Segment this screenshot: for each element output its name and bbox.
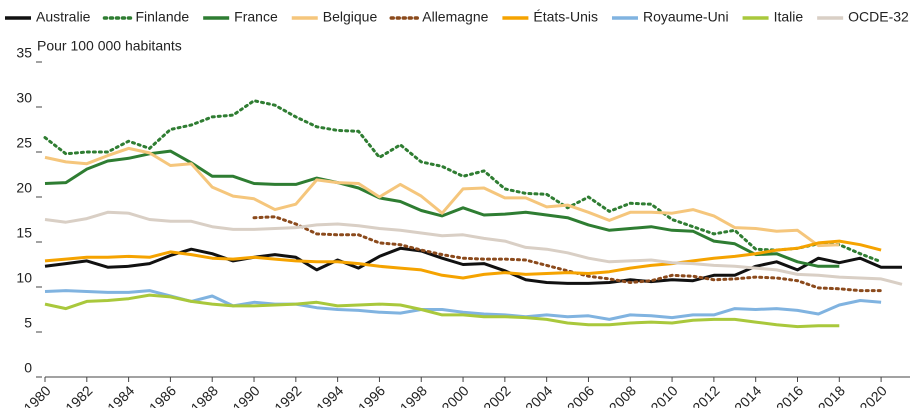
x-tick-label: 2018 xyxy=(815,382,848,408)
x-tick-label: 1998 xyxy=(397,382,430,408)
x-tick-label: 2000 xyxy=(438,382,471,408)
y-tick-label: 30 xyxy=(16,90,32,106)
y-tick-label: 5 xyxy=(24,315,32,331)
legend-label: Australie xyxy=(36,9,91,25)
legend-label: Belgique xyxy=(323,9,378,25)
series-line xyxy=(252,215,883,293)
legend-label: Royaume-Uni xyxy=(643,9,729,25)
series-line xyxy=(44,293,840,329)
series-line xyxy=(44,146,840,248)
legend-label: Finlande xyxy=(135,9,189,25)
x-tick-label: 1982 xyxy=(62,382,95,408)
legend-label: États-Unis xyxy=(533,9,598,25)
series-line xyxy=(44,210,903,286)
series-line xyxy=(44,246,902,285)
y-tick-label: 0 xyxy=(24,360,32,376)
x-tick-label: 1980 xyxy=(20,382,53,408)
x-tick-label: 2016 xyxy=(773,382,806,408)
x-tick-label: 2012 xyxy=(689,382,722,408)
series-line xyxy=(44,239,882,280)
legend-label: France xyxy=(234,9,278,25)
y-tick-label: 15 xyxy=(16,225,32,241)
x-tick-label: 1984 xyxy=(104,382,137,408)
x-tick-label: 2002 xyxy=(480,382,513,408)
x-tick-label: 2004 xyxy=(522,382,555,408)
x-tick-label: 2010 xyxy=(647,382,680,408)
x-tick-label: 2008 xyxy=(606,382,639,408)
y-axis-label: Pour 100 000 habitants xyxy=(37,38,182,54)
x-tick-label: 1994 xyxy=(313,382,346,408)
x-tick-label: 1988 xyxy=(188,382,221,408)
y-tick-label: 10 xyxy=(16,270,32,286)
series-line xyxy=(44,149,840,268)
x-tick-label: 1996 xyxy=(355,382,388,408)
legend-label: Italie xyxy=(774,9,804,25)
series-line xyxy=(43,99,883,264)
x-tick-label: 1992 xyxy=(271,382,304,408)
x-tick-label: 2014 xyxy=(731,382,764,408)
y-tick-label: 20 xyxy=(16,180,32,196)
x-tick-label: 2006 xyxy=(564,382,597,408)
x-tick-label: 1990 xyxy=(229,382,262,408)
y-tick-label: 25 xyxy=(16,135,32,151)
x-tick-label: 2020 xyxy=(856,382,889,408)
y-tick-label: 35 xyxy=(16,45,32,61)
legend-label: OCDE-32 xyxy=(848,9,909,25)
x-tick-label: 1986 xyxy=(146,382,179,408)
legend-label: Allemagne xyxy=(422,9,488,25)
